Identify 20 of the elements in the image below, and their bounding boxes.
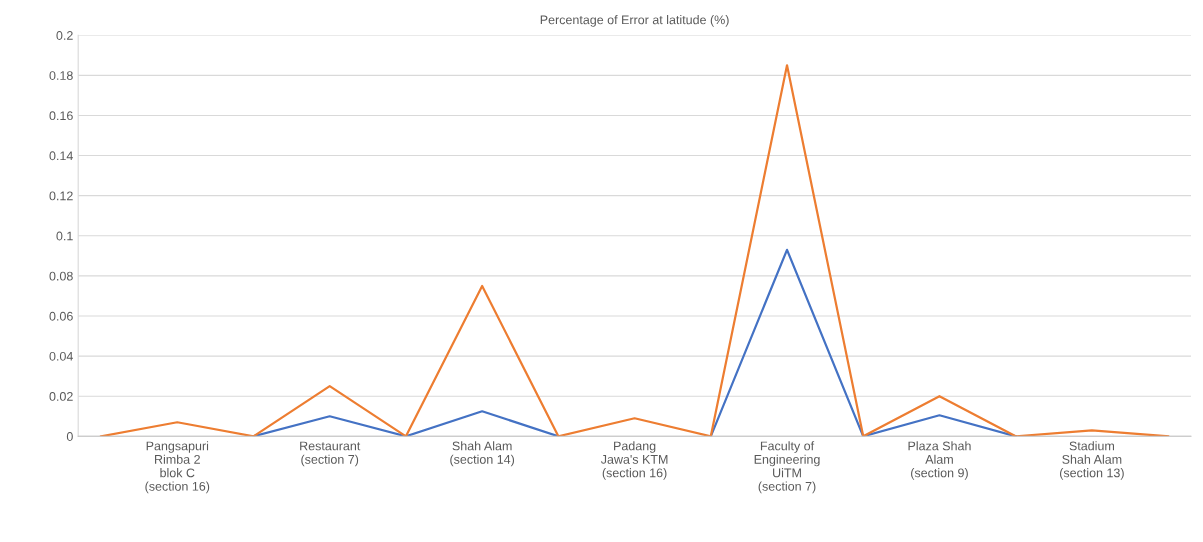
x-tick-label: Shah Alam (section 14) [450,441,515,467]
x-tick-label: Padang Jawa's KTM (section 16) [600,441,668,480]
y-tick-label: 0.1 [56,231,73,241]
x-tick-label: Stadium Shah Alam (section 13) [1060,441,1124,480]
y-tick-label: 0.04 [49,351,73,361]
x-tick-label: Restaurant (section 7) [300,441,361,467]
y-tick-label: 0.14 [49,151,73,161]
y-tick-label: 0.12 [49,191,73,201]
x-tick-label: Pangsapuri Rimba 2 blok C (section 16) [145,441,210,494]
line-series [99,64,1170,437]
chart-title: Percentage of Error at latitude (%) [540,15,729,27]
x-tick-label: Faculty of Engineering UiTM (section 7) [754,441,820,494]
y-tick-label: 0.16 [49,111,73,121]
y-tick-label: 0 [66,432,73,441]
y-tick-label: 0.18 [49,71,73,80]
y-tick-label: 0.2 [56,31,73,40]
y-tick-label: 0.06 [49,311,73,321]
x-tick-label: Plaza Shah Alam (section 9) [908,441,971,480]
y-tick-label: 0.02 [49,392,73,401]
y-tick-label: 0.08 [49,271,73,281]
